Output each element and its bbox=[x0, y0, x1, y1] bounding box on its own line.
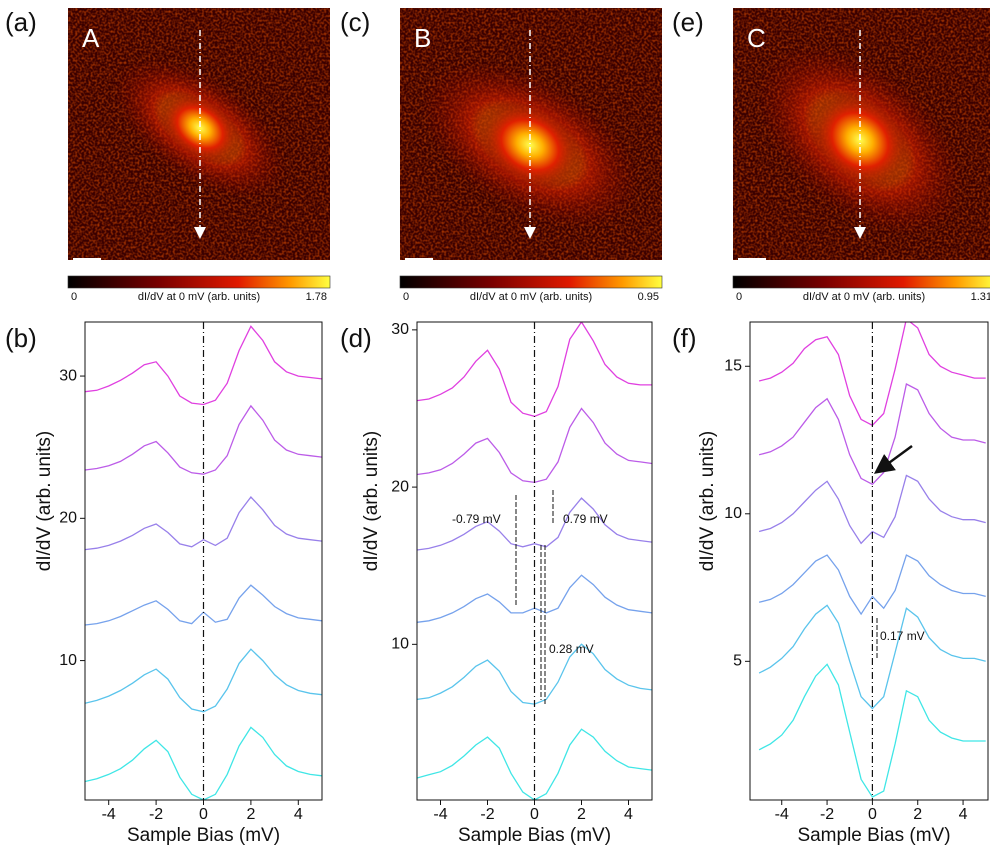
x-axis-label: Sample Bias (mV) bbox=[458, 825, 611, 846]
x-axis-label: Sample Bias (mV) bbox=[127, 825, 280, 846]
spectrum-line bbox=[417, 407, 652, 484]
x-tick-label: 2 bbox=[913, 806, 922, 823]
spectrum-line bbox=[758, 474, 986, 545]
spectrum-line bbox=[758, 554, 986, 616]
colorbar bbox=[732, 275, 990, 289]
x-tick-label: -2 bbox=[480, 806, 494, 823]
y-tick-label: 30 bbox=[59, 367, 77, 384]
y-tick-label: 10 bbox=[59, 652, 77, 669]
y-tick-label: 20 bbox=[59, 510, 77, 527]
spectrum-line bbox=[758, 383, 986, 486]
y-axis-label: dI/dV (arb. units) bbox=[361, 431, 382, 571]
y-tick-label: 5 bbox=[733, 653, 742, 670]
heatmap-blob bbox=[158, 91, 242, 165]
annotation: 0.28 mV bbox=[549, 642, 594, 656]
y-tick-label: 10 bbox=[391, 636, 409, 653]
x-tick-label: 0 bbox=[530, 806, 539, 823]
scale-bar bbox=[738, 258, 766, 263]
colorbar-tick-label: 1.31 bbox=[971, 291, 990, 303]
heatmap-blob bbox=[477, 99, 583, 191]
colorbar-tick-label: 1.78 bbox=[306, 291, 327, 303]
x-tick-label: 4 bbox=[624, 806, 633, 823]
plot-area bbox=[417, 322, 652, 800]
colorbar bbox=[67, 275, 331, 289]
plot-area bbox=[758, 322, 986, 800]
spectrum-line bbox=[85, 648, 322, 713]
colorbar-tick-label: 0 bbox=[71, 291, 77, 303]
spectrum-line bbox=[758, 604, 986, 710]
x-tick-label: 0 bbox=[868, 806, 877, 823]
x-tick-label: -2 bbox=[149, 806, 163, 823]
panel-label: (a) bbox=[5, 7, 37, 37]
x-tick-label: 4 bbox=[959, 806, 968, 823]
image-label: B bbox=[414, 23, 431, 53]
x-tick-label: 2 bbox=[246, 806, 255, 823]
y-axis-label: dI/dV (arb. units) bbox=[697, 431, 718, 571]
colorbar-tick-label: 0 bbox=[403, 291, 409, 303]
y-tick-label: 20 bbox=[391, 478, 409, 495]
panel-label: (c) bbox=[340, 7, 370, 37]
x-tick-label: -2 bbox=[820, 806, 834, 823]
y-tick-label: 15 bbox=[724, 357, 742, 374]
panel-label: (d) bbox=[340, 323, 372, 353]
image-label: A bbox=[82, 23, 100, 53]
spectrum-line bbox=[85, 404, 322, 475]
x-tick-label: 2 bbox=[577, 806, 586, 823]
plot-frame bbox=[749, 321, 989, 801]
annotation-arrow bbox=[873, 444, 913, 474]
colorbar-tick-label: 0 bbox=[736, 291, 742, 303]
annotation: 0.79 mV bbox=[563, 512, 608, 526]
x-tick-label: -4 bbox=[102, 806, 116, 823]
colorbar-tick-label: 0.95 bbox=[638, 291, 659, 303]
colorbar-label: dI/dV at 0 mV (arb. units) bbox=[470, 291, 592, 303]
x-tick-label: -4 bbox=[433, 806, 447, 823]
panel-label: (b) bbox=[5, 323, 37, 353]
y-tick-label: 30 bbox=[391, 321, 409, 338]
colorbar-label: dI/dV at 0 mV (arb. units) bbox=[138, 291, 260, 303]
spectrum-line bbox=[85, 495, 322, 551]
x-tick-label: 0 bbox=[199, 806, 208, 823]
annotation: -0.79 mV bbox=[452, 512, 501, 526]
image-label: C bbox=[747, 23, 766, 53]
scale-bar bbox=[405, 258, 433, 263]
x-tick-label: -4 bbox=[775, 806, 789, 823]
colorbar-label: dI/dV at 0 mV (arb. units) bbox=[803, 291, 925, 303]
panel-label: (e) bbox=[672, 7, 704, 37]
x-axis-label: Sample Bias (mV) bbox=[797, 825, 950, 846]
spectrum-line bbox=[758, 663, 986, 798]
y-axis-label: dI/dV (arb. units) bbox=[34, 431, 55, 571]
plot-area bbox=[85, 322, 322, 800]
panel-label: (f) bbox=[672, 323, 697, 353]
colorbar bbox=[399, 275, 663, 289]
y-tick-label: 10 bbox=[724, 505, 742, 522]
x-tick-label: 4 bbox=[294, 806, 303, 823]
spectrum-line bbox=[85, 325, 322, 406]
spectrum-line bbox=[417, 728, 652, 800]
scale-bar bbox=[73, 258, 101, 263]
annotation: 0.17 mV bbox=[880, 629, 925, 643]
spectrum-line bbox=[85, 726, 322, 800]
spectrum-line bbox=[417, 497, 652, 551]
